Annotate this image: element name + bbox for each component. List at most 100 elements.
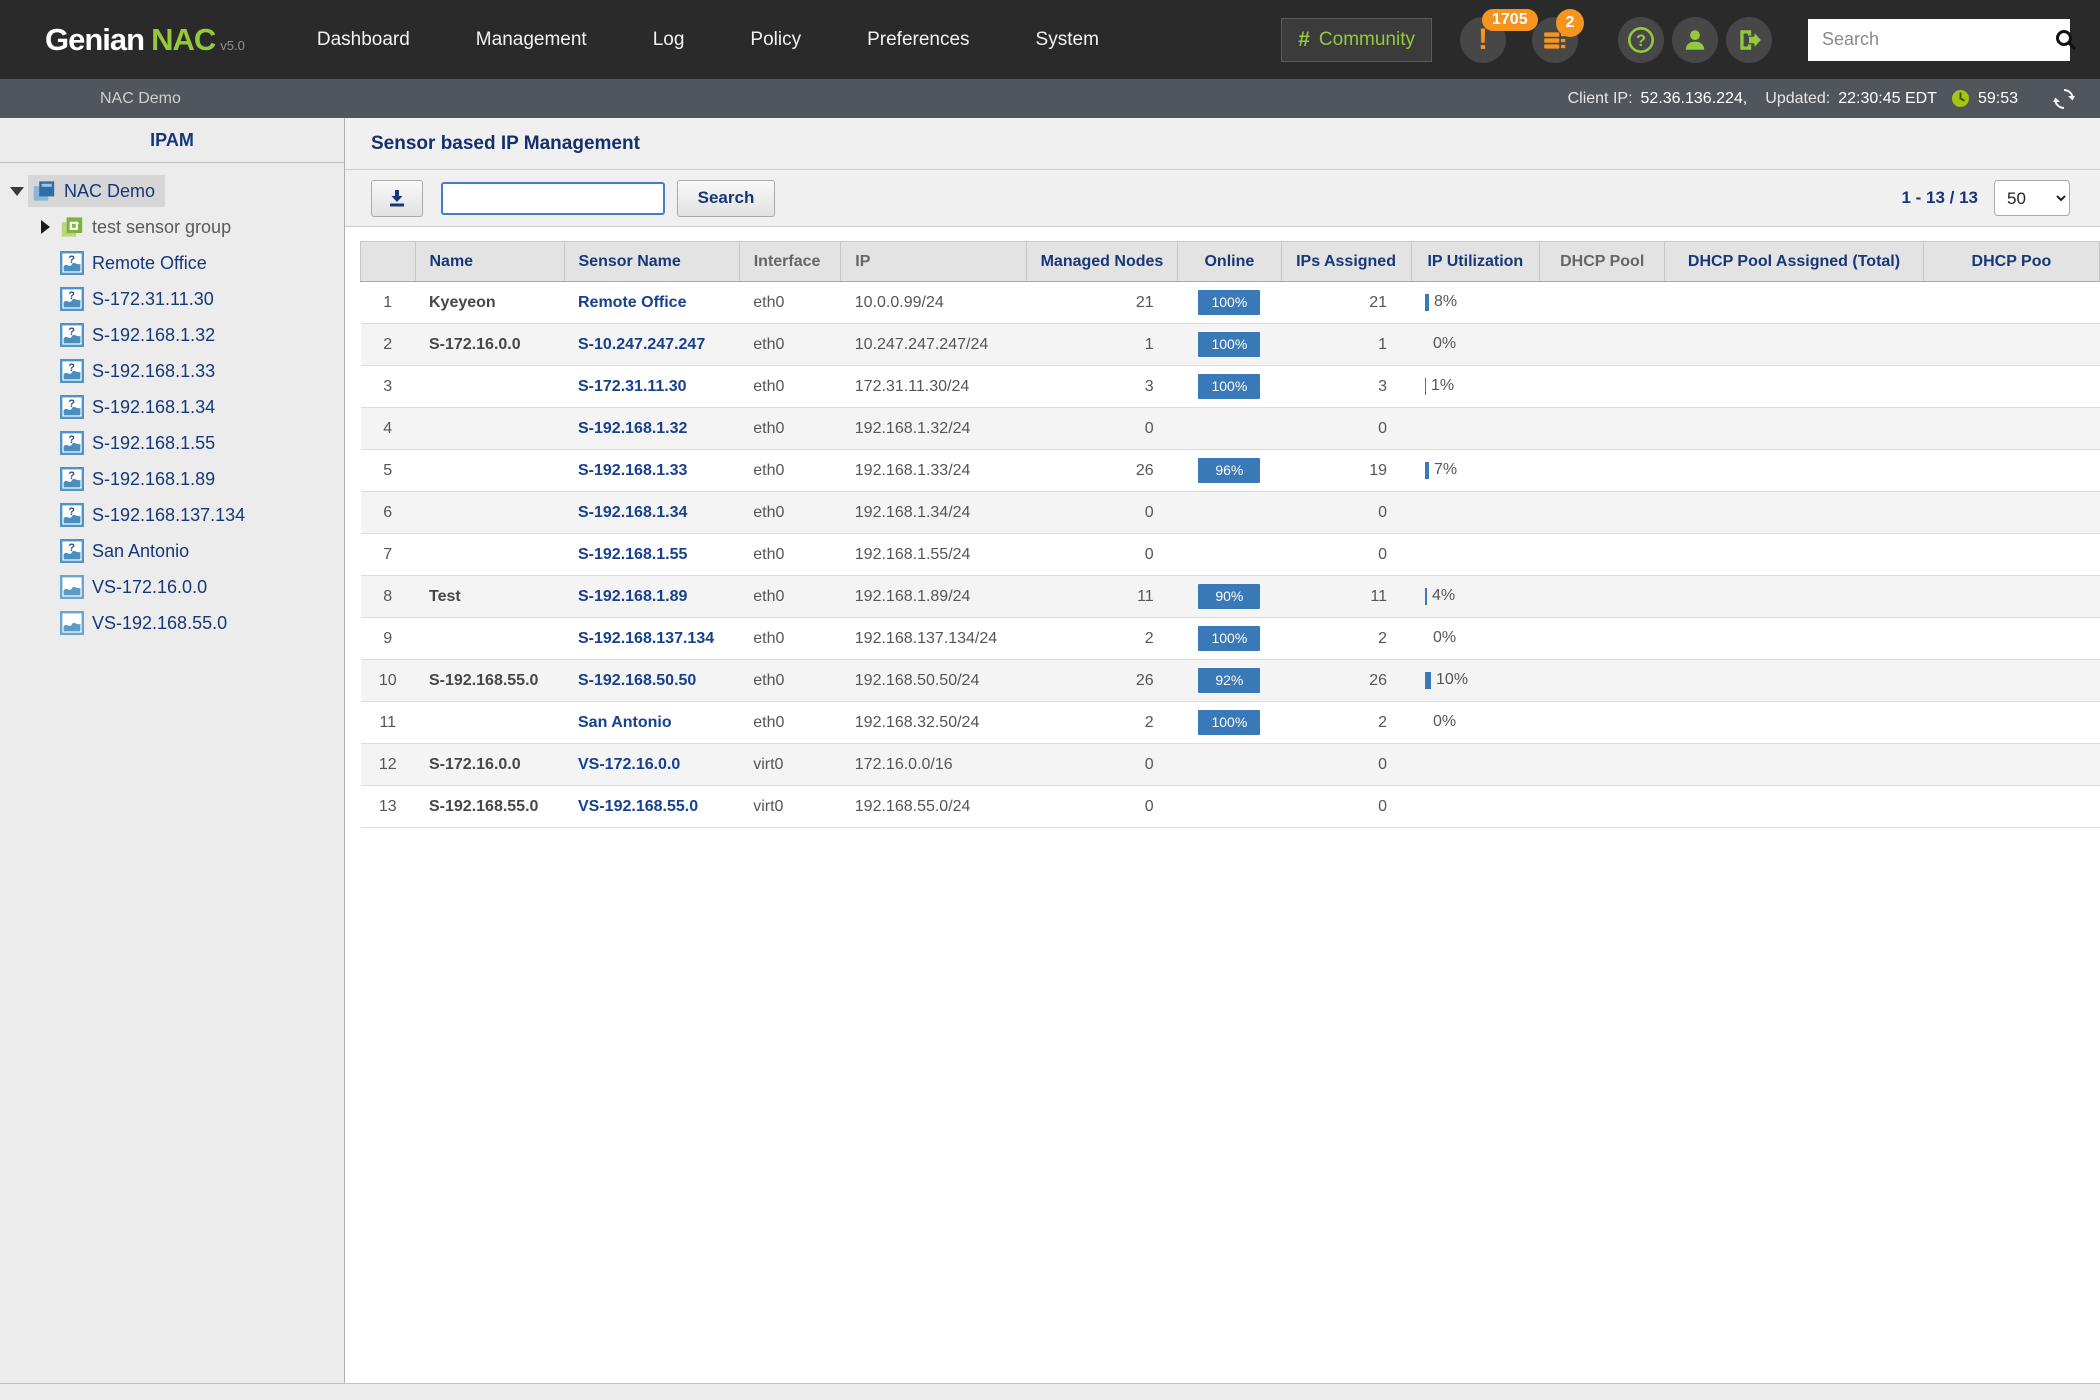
help-button[interactable]: ?	[1618, 16, 1664, 63]
brand-name: Genian	[45, 21, 145, 57]
table-search-button[interactable]: Search	[677, 179, 775, 217]
table-filter-input[interactable]	[441, 181, 665, 215]
tree-item-vs-192-168-55-0[interactable]: VS-192.168.55.0	[0, 605, 344, 641]
sensor-link[interactable]: S-192.168.50.50	[578, 671, 697, 689]
col-header-dhcp-poo[interactable]: DHCP Poo	[1922, 241, 2100, 282]
tree-node[interactable]: ? S-172.31.11.30	[56, 283, 224, 315]
col-header-sensor-name[interactable]: Sensor Name	[563, 241, 740, 282]
tree-node[interactable]: test sensor group	[56, 211, 241, 243]
tree-node[interactable]: ? S-192.168.1.55	[56, 427, 225, 459]
sensor-link[interactable]: S-192.168.1.89	[578, 587, 688, 605]
col-header-ip-utilization[interactable]: IP Utilization	[1410, 241, 1541, 282]
tree-item-remote-office[interactable]: ? Remote Office	[0, 245, 344, 281]
sensor-link[interactable]: S-10.247.247.247	[578, 335, 706, 353]
tree-node[interactable]: VS-192.168.55.0	[56, 607, 237, 639]
tree-item-test-sensor-group[interactable]: test sensor group	[0, 209, 344, 245]
user-button[interactable]	[1672, 16, 1718, 63]
tree-node[interactable]: ? S-192.168.1.34	[56, 391, 225, 423]
cell-row-num: 7	[360, 533, 415, 576]
top-navbar: Genian NAC v5.0 Dashboard Management Log Po…	[0, 0, 2100, 79]
cell-row-num: 13	[360, 785, 415, 828]
col-header-ip: IP	[840, 241, 1027, 282]
sensor-link[interactable]: S-172.31.11.30	[578, 377, 687, 395]
logout-button[interactable]	[1726, 16, 1772, 63]
utilization-bar	[1425, 671, 1432, 689]
footer-strip	[0, 1383, 2100, 1400]
brand-logo[interactable]: Genian NAC v5.0	[45, 22, 245, 58]
tree-item-s-192-168-1-33[interactable]: ? S-192.168.1.33	[0, 353, 344, 389]
tree-item-s-192-168-1-89[interactable]: ? S-192.168.1.89	[0, 461, 344, 497]
sensor-link[interactable]: San Antonio	[578, 713, 672, 731]
sensor-link[interactable]: VS-172.16.0.0	[578, 755, 681, 773]
refresh-icon[interactable]	[2052, 87, 2076, 111]
cell-interface: eth0	[739, 701, 841, 744]
warning-alert-button[interactable]: ! 1705	[1460, 8, 1538, 63]
cell-dhcp-pool	[1539, 449, 1665, 492]
cell-dhcp-pool-assigned-total	[1664, 617, 1924, 660]
sensor-link[interactable]: VS-192.168.55.0	[578, 797, 699, 815]
session-timer: 59:53	[1977, 89, 2018, 107]
search-icon[interactable]	[2054, 28, 2078, 52]
sensor-link[interactable]: S-192.168.137.134	[578, 629, 715, 647]
tree-node[interactable]: ? San Antonio	[56, 535, 199, 567]
cell-dhcp-pool	[1539, 743, 1665, 786]
caret-down-icon[interactable]	[6, 186, 28, 196]
cell-online	[1177, 743, 1282, 786]
svg-text:?: ?	[1636, 31, 1646, 49]
tree-item-s-192-168-1-34[interactable]: ? S-192.168.1.34	[0, 389, 344, 425]
sensor-link[interactable]: S-192.168.1.34	[578, 503, 688, 521]
menu-management[interactable]: Management	[475, 28, 587, 50]
export-button[interactable]	[371, 179, 423, 217]
tree-node[interactable]: NAC Demo	[28, 175, 166, 207]
tree-item-label: San Antonio	[92, 540, 190, 561]
tree-node[interactable]: ? S-192.168.137.134	[56, 499, 255, 531]
community-button[interactable]: # Community	[1281, 17, 1432, 62]
menu-policy[interactable]: Policy	[750, 28, 802, 50]
cell-dhcp-pool	[1539, 785, 1665, 828]
cell-row-num: 12	[360, 743, 415, 786]
svg-text:?: ?	[68, 506, 75, 518]
tree-item-s-172-31-11-30[interactable]: ? S-172.31.11.30	[0, 281, 344, 317]
sensor-link[interactable]: S-192.168.1.32	[578, 419, 688, 437]
utility-icons: ?	[1618, 16, 1772, 63]
page-size-select[interactable]: 50	[1994, 180, 2070, 216]
sensor-link[interactable]: Remote Office	[578, 293, 687, 311]
cell-dhcp-pool	[1539, 575, 1665, 618]
tree-item-s-192-168-137-134[interactable]: ? S-192.168.137.134	[0, 497, 344, 533]
cell-sensor-name: S-172.31.11.30	[564, 365, 740, 408]
tree-node[interactable]: ? S-192.168.1.32	[56, 319, 225, 351]
cell-name	[415, 701, 564, 744]
cell-ips-assigned: 0	[1281, 407, 1412, 450]
cell-ips-assigned: 26	[1281, 659, 1412, 702]
warning-count-badge: 1705	[1482, 8, 1538, 31]
tree-item-vs-172-16-0-0[interactable]: VS-172.16.0.0	[0, 569, 344, 605]
sidebar-title: IPAM	[0, 118, 344, 163]
log-alert-button[interactable]: 2	[1532, 8, 1584, 63]
tree-node[interactable]: ? S-192.168.1.89	[56, 463, 225, 495]
tree-node[interactable]: VS-172.16.0.0	[56, 571, 217, 603]
caret-right-icon[interactable]	[34, 220, 56, 234]
col-header-managed-nodes[interactable]: Managed Nodes	[1025, 241, 1179, 282]
col-header-ips-assigned[interactable]: IPs Assigned	[1280, 241, 1412, 282]
tree-item-label: VS-172.16.0.0	[92, 576, 208, 597]
tree-item-s-192-168-1-55[interactable]: ? S-192.168.1.55	[0, 425, 344, 461]
cell-name	[415, 449, 564, 492]
col-header-name[interactable]: Name	[414, 241, 565, 282]
menu-log[interactable]: Log	[652, 28, 685, 50]
tree-item-san-antonio[interactable]: ? San Antonio	[0, 533, 344, 569]
tree-item-s-192-168-1-32[interactable]: ? S-192.168.1.32	[0, 317, 344, 353]
menu-dashboard[interactable]: Dashboard	[316, 28, 410, 50]
global-search-input[interactable]	[1822, 29, 2054, 50]
tree-node[interactable]: ? S-192.168.1.33	[56, 355, 225, 387]
tree-node[interactable]: ? Remote Office	[56, 247, 217, 279]
col-header-online[interactable]: Online	[1177, 241, 1282, 282]
cell-sensor-name: VS-192.168.55.0	[564, 785, 740, 828]
tree-item-nac-demo[interactable]: NAC Demo	[0, 173, 344, 209]
menu-system[interactable]: System	[1035, 28, 1099, 50]
svg-text:?: ?	[68, 470, 75, 482]
sensor-link[interactable]: S-192.168.1.55	[578, 545, 688, 563]
sensor-link[interactable]: S-192.168.1.33	[578, 461, 688, 479]
col-header-dhcp-pool-assigned-total-[interactable]: DHCP Pool Assigned (Total)	[1664, 241, 1924, 282]
menu-preferences[interactable]: Preferences	[867, 28, 970, 50]
cell-ip-utilization: 0%	[1411, 701, 1540, 744]
